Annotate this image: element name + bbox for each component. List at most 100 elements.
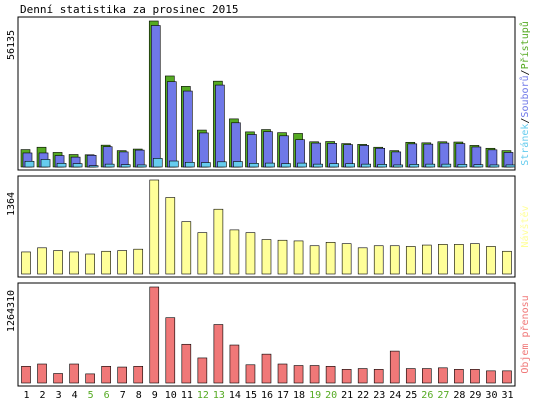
bar-pages: [345, 163, 355, 168]
panel-max-label: 56135: [6, 30, 17, 60]
bar-visits: [373, 245, 384, 275]
bar-volume: [245, 364, 256, 384]
bar-pages: [265, 162, 275, 168]
bar-pages: [136, 164, 147, 168]
legend-entry: /: [520, 118, 531, 124]
day-tick-label: 7: [120, 390, 126, 401]
bar-visits: [117, 250, 127, 275]
bar-pages: [24, 160, 35, 168]
bar-files: [215, 84, 225, 168]
day-tick-label: 24: [389, 390, 401, 401]
day-tick-label: 31: [501, 390, 513, 401]
day-tick-label: 22: [357, 390, 369, 401]
bar-pages: [409, 164, 420, 168]
day-tick-label: 14: [229, 390, 241, 401]
bar-volume: [261, 353, 272, 384]
legend-entry: Souborů: [519, 75, 531, 117]
bar-volume: [69, 363, 79, 384]
bar-files: [199, 132, 209, 168]
bar-visits: [53, 250, 63, 275]
legend-entry: Objem přenosu: [519, 295, 531, 373]
bar-volume: [85, 373, 95, 384]
day-tick-label: 10: [165, 390, 177, 401]
bar-visits: [133, 248, 144, 275]
bar-volume: [277, 363, 288, 384]
bar-files: [423, 143, 434, 168]
bar-visits: [229, 229, 240, 275]
bar-visits: [357, 247, 368, 275]
bar-pages: [56, 163, 67, 168]
day-tick-label: 26: [421, 390, 433, 401]
bar-pages: [329, 163, 339, 168]
day-tick-label: 15: [245, 390, 257, 401]
day-tick-label: 27: [437, 390, 449, 401]
bar-visits: [165, 197, 176, 275]
bar-volume: [389, 350, 400, 384]
bar-volume: [470, 369, 480, 384]
bar-visits: [454, 244, 464, 275]
bar-visits: [261, 239, 272, 275]
bar-pages: [233, 161, 243, 168]
bar-volume: [486, 370, 496, 384]
bar-volume: [37, 363, 47, 384]
bar-visits: [181, 221, 192, 275]
bar-volume: [165, 317, 176, 384]
bar-files: [487, 149, 498, 168]
day-tick-label: 17: [277, 390, 289, 401]
bar-files: [359, 145, 369, 168]
day-tick-label: 1: [24, 390, 30, 401]
bar-visits: [197, 232, 208, 275]
day-tick-label: 11: [181, 390, 193, 401]
bar-visits: [341, 243, 352, 275]
bar-volume: [422, 368, 432, 384]
bar-visits: [325, 241, 336, 275]
panel-legend: Stránek/Souborů/Přístupů: [519, 21, 531, 166]
bar-files: [407, 143, 418, 168]
bar-pages: [457, 164, 468, 168]
bar-files: [247, 134, 257, 168]
day-axis: 1 2 3 4 5 6 7 8 9 10 11 12 13 14 15 16 17 18 19 20 21 22 23 24 2…: [24, 390, 514, 401]
panel-legend: Návštěv: [519, 205, 531, 247]
bar-volume: [117, 366, 127, 384]
day-tick-label: 20: [325, 390, 337, 401]
bar-files: [231, 122, 241, 168]
day-tick-label: 30: [485, 390, 497, 401]
legend-entry: Přístupů: [519, 21, 531, 69]
bar-pages: [377, 164, 388, 168]
bar-pages: [281, 163, 291, 168]
bar-visits: [69, 251, 79, 275]
bar-volume: [197, 357, 208, 384]
bar-volume: [454, 369, 464, 384]
day-tick-label: 6: [104, 390, 110, 401]
bar-pages: [201, 162, 211, 168]
bar-volume: [325, 365, 336, 384]
bar-pages: [249, 163, 259, 168]
bar-visits: [293, 240, 304, 275]
bar-visits: [21, 251, 31, 275]
bar-visits: [422, 244, 432, 275]
legend-entry: /: [520, 69, 531, 75]
bar-pages: [505, 164, 516, 168]
bar-volume: [438, 367, 448, 384]
bar-pages: [313, 163, 323, 168]
bar-visits: [405, 246, 416, 275]
bar-visits: [149, 179, 160, 275]
day-tick-label: 3: [56, 390, 62, 401]
day-tick-label: 23: [373, 390, 385, 401]
panel-max-label: 1364: [6, 192, 17, 216]
bar-visits: [213, 208, 224, 275]
day-tick-label: 25: [405, 390, 417, 401]
hits-panel: 56135 Stránek/Souborů/Přístupů: [6, 20, 531, 168]
bar-volume: [341, 369, 352, 384]
panel-legend: Objem přenosu: [519, 295, 531, 373]
bar-files: [263, 131, 273, 168]
day-tick-label: 18: [293, 390, 305, 401]
visits-panel: 1364 Návštěv: [6, 179, 531, 275]
bar-pages: [168, 160, 179, 168]
day-tick-label: 8: [136, 390, 142, 401]
bar-visits: [101, 250, 111, 275]
bar-files: [150, 25, 161, 168]
bar-pages: [185, 162, 195, 168]
bar-pages: [297, 162, 307, 168]
